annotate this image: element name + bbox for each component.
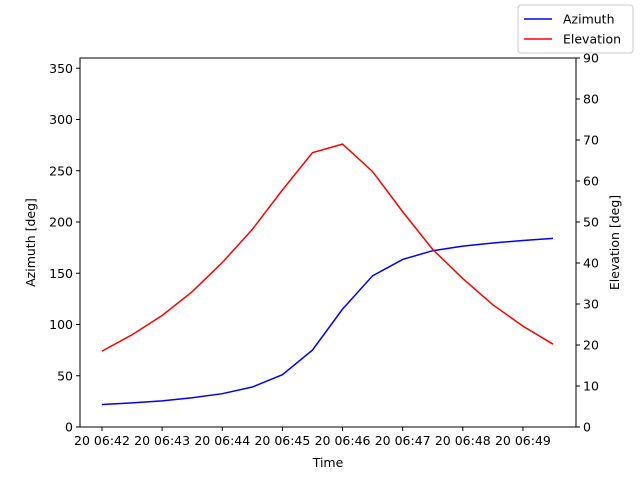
plot-frame xyxy=(79,57,577,428)
x-tick-label: 20 06:42 xyxy=(74,433,130,448)
left-y-tick-label: 250 xyxy=(49,163,73,178)
right-y-axis: 0 10 20 30 40 50 60 70 80 90 xyxy=(576,51,599,435)
left-y-tick-label: 50 xyxy=(57,368,73,383)
x-tick-label: 20 06:47 xyxy=(375,433,431,448)
legend-label-azimuth: Azimuth xyxy=(563,12,615,27)
x-tick-label: 20 06:44 xyxy=(194,433,250,448)
x-tick-label: 20 06:48 xyxy=(435,433,491,448)
legend-box xyxy=(517,4,634,54)
x-tick-label: 20 06:45 xyxy=(254,433,310,448)
x-tick-label: 20 06:43 xyxy=(134,433,190,448)
right-y-tick-label: 0 xyxy=(583,420,591,435)
left-y-tick-label: 200 xyxy=(49,215,73,230)
right-y-tick-label: 80 xyxy=(583,92,599,107)
right-y-tick-label: 60 xyxy=(583,174,599,189)
left-y-axis-label: Azimuth [deg] xyxy=(23,198,38,287)
left-y-tick-label: 100 xyxy=(49,317,73,332)
right-y-axis-label: Elevation [deg] xyxy=(607,195,622,290)
x-axis-label: Time xyxy=(312,455,344,470)
x-tick-label: 20 06:46 xyxy=(315,433,371,448)
series-layer xyxy=(101,143,554,406)
right-y-tick-label: 50 xyxy=(583,215,599,230)
right-y-tick-label: 10 xyxy=(583,379,599,394)
left-y-axis: 0 50 100 150 200 250 300 350 xyxy=(49,61,80,435)
left-y-tick-label: 0 xyxy=(65,420,73,435)
series-line-elevation xyxy=(101,143,554,352)
left-y-tick-label: 150 xyxy=(49,266,73,281)
right-y-tick-label: 30 xyxy=(583,297,599,312)
right-y-tick-label: 20 xyxy=(583,338,599,353)
legend-label-elevation: Elevation xyxy=(563,32,621,47)
x-tick-label: 20 06:49 xyxy=(495,433,551,448)
series-line-azimuth xyxy=(101,237,554,406)
right-y-tick-label: 70 xyxy=(583,133,599,148)
right-y-tick-label: 40 xyxy=(583,256,599,271)
left-y-tick-label: 350 xyxy=(49,61,73,76)
legend: Azimuth Elevation xyxy=(517,4,634,54)
x-axis: 20 06:42 20 06:43 20 06:44 20 06:45 20 06:46… xyxy=(74,427,551,448)
right-y-tick-label: 90 xyxy=(583,51,599,66)
left-y-tick-label: 300 xyxy=(49,112,73,127)
